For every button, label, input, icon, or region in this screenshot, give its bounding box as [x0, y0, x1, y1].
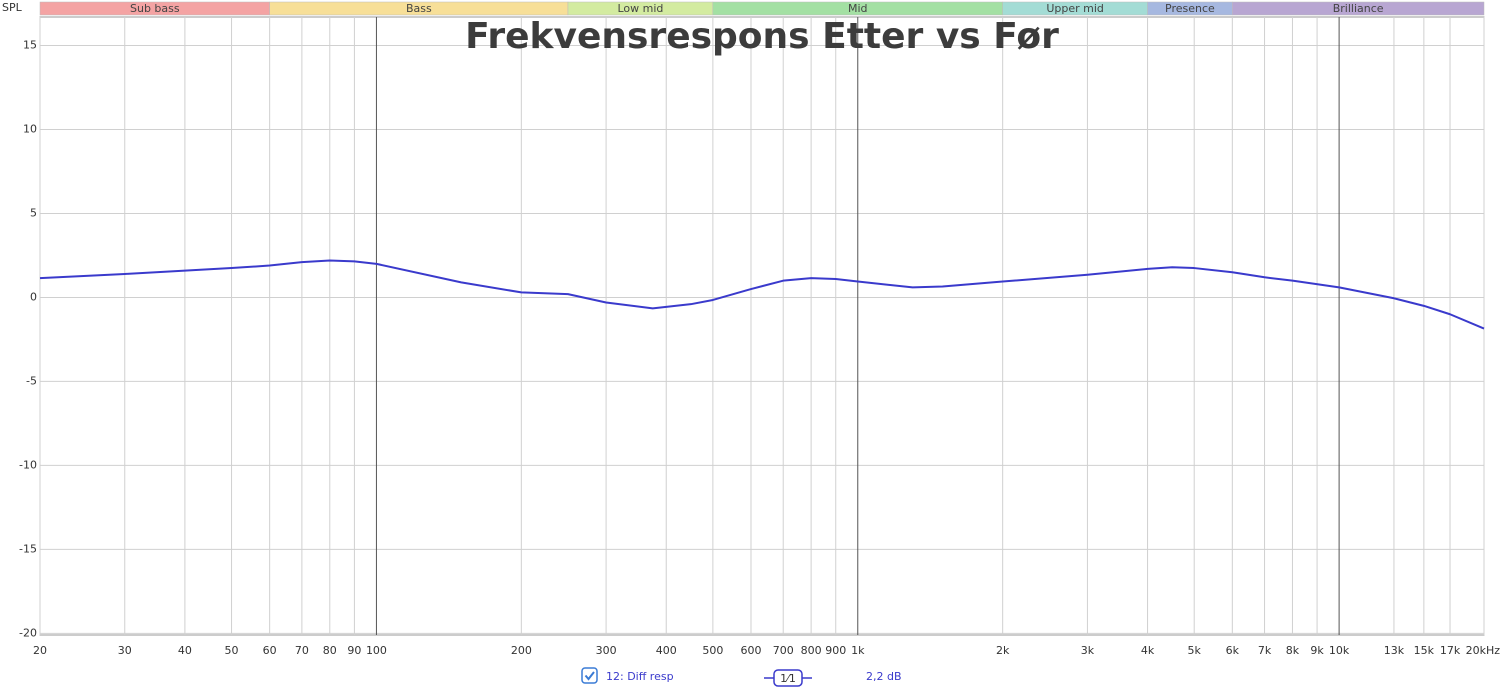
x-tick-label: 2k: [996, 644, 1010, 657]
x-tick-label: 800: [801, 644, 822, 657]
y-tick-label: 5: [30, 206, 37, 219]
smoothing-button[interactable]: [773, 669, 803, 687]
x-tick-label: 8k: [1286, 644, 1300, 657]
x-tick-label: 200: [511, 644, 532, 657]
x-tick-label: 1k: [851, 644, 865, 657]
band-label: Presence: [1165, 2, 1215, 15]
x-tick-label: 50: [225, 644, 239, 657]
series-checkbox[interactable]: [581, 667, 598, 684]
x-tick-label: 80: [323, 644, 337, 657]
x-tick-label: 20kHz: [1466, 644, 1501, 657]
x-tick-label: 6k: [1226, 644, 1240, 657]
x-tick-label: 700: [773, 644, 794, 657]
band-label: Brilliance: [1333, 2, 1384, 15]
legend-label[interactable]: 12: Diff resp: [606, 670, 674, 683]
legend-value: 2,2 dB: [866, 670, 902, 683]
x-tick-label: 100: [366, 644, 387, 657]
x-tick-label: 7k: [1258, 644, 1272, 657]
y-tick-label: -15: [19, 542, 37, 555]
x-tick-label: 10k: [1329, 644, 1350, 657]
x-tick-label: 900: [825, 644, 846, 657]
x-tick-label: 9k: [1310, 644, 1324, 657]
y-tick-label: 15: [23, 39, 37, 52]
chart-title: Frekvensrespons Etter vs Før: [465, 16, 1059, 57]
y-axis-label: SPL: [2, 1, 23, 14]
x-tick-label: 40: [178, 644, 192, 657]
x-tick-label: 90: [347, 644, 361, 657]
x-tick-label: 30: [118, 644, 132, 657]
band-label: Low mid: [617, 2, 663, 15]
x-tick-label: 5k: [1188, 644, 1202, 657]
x-tick-label: 70: [295, 644, 309, 657]
y-tick-label: 10: [23, 123, 37, 136]
x-tick-label: 15k: [1414, 644, 1435, 657]
x-tick-label: 400: [656, 644, 677, 657]
x-tick-label: 500: [702, 644, 723, 657]
y-tick-label: -5: [26, 374, 37, 387]
y-tick-label: -20: [19, 626, 37, 639]
x-tick-label: 300: [596, 644, 617, 657]
x-tick-label: 3k: [1081, 644, 1095, 657]
x-tick-label: 60: [263, 644, 277, 657]
checkmark: [584, 671, 595, 681]
x-tick-label: 4k: [1141, 644, 1155, 657]
band: [1232, 1, 1485, 16]
y-tick-label: 0: [30, 290, 37, 303]
smoothing-label: 1⁄1: [780, 672, 796, 685]
band-label: Bass: [406, 2, 432, 15]
x-tick-label: 13k: [1384, 644, 1405, 657]
series-line: [39, 259, 1485, 330]
band-label: Sub bass: [130, 2, 180, 15]
band-label: Upper mid: [1046, 2, 1104, 15]
y-tick-label: -10: [19, 458, 37, 471]
x-tick-label: 20: [33, 644, 47, 657]
band-label: Mid: [848, 2, 868, 15]
x-tick-label: 17k: [1440, 644, 1461, 657]
x-tick-label: 600: [740, 644, 761, 657]
plot-area: [39, 16, 1485, 636]
